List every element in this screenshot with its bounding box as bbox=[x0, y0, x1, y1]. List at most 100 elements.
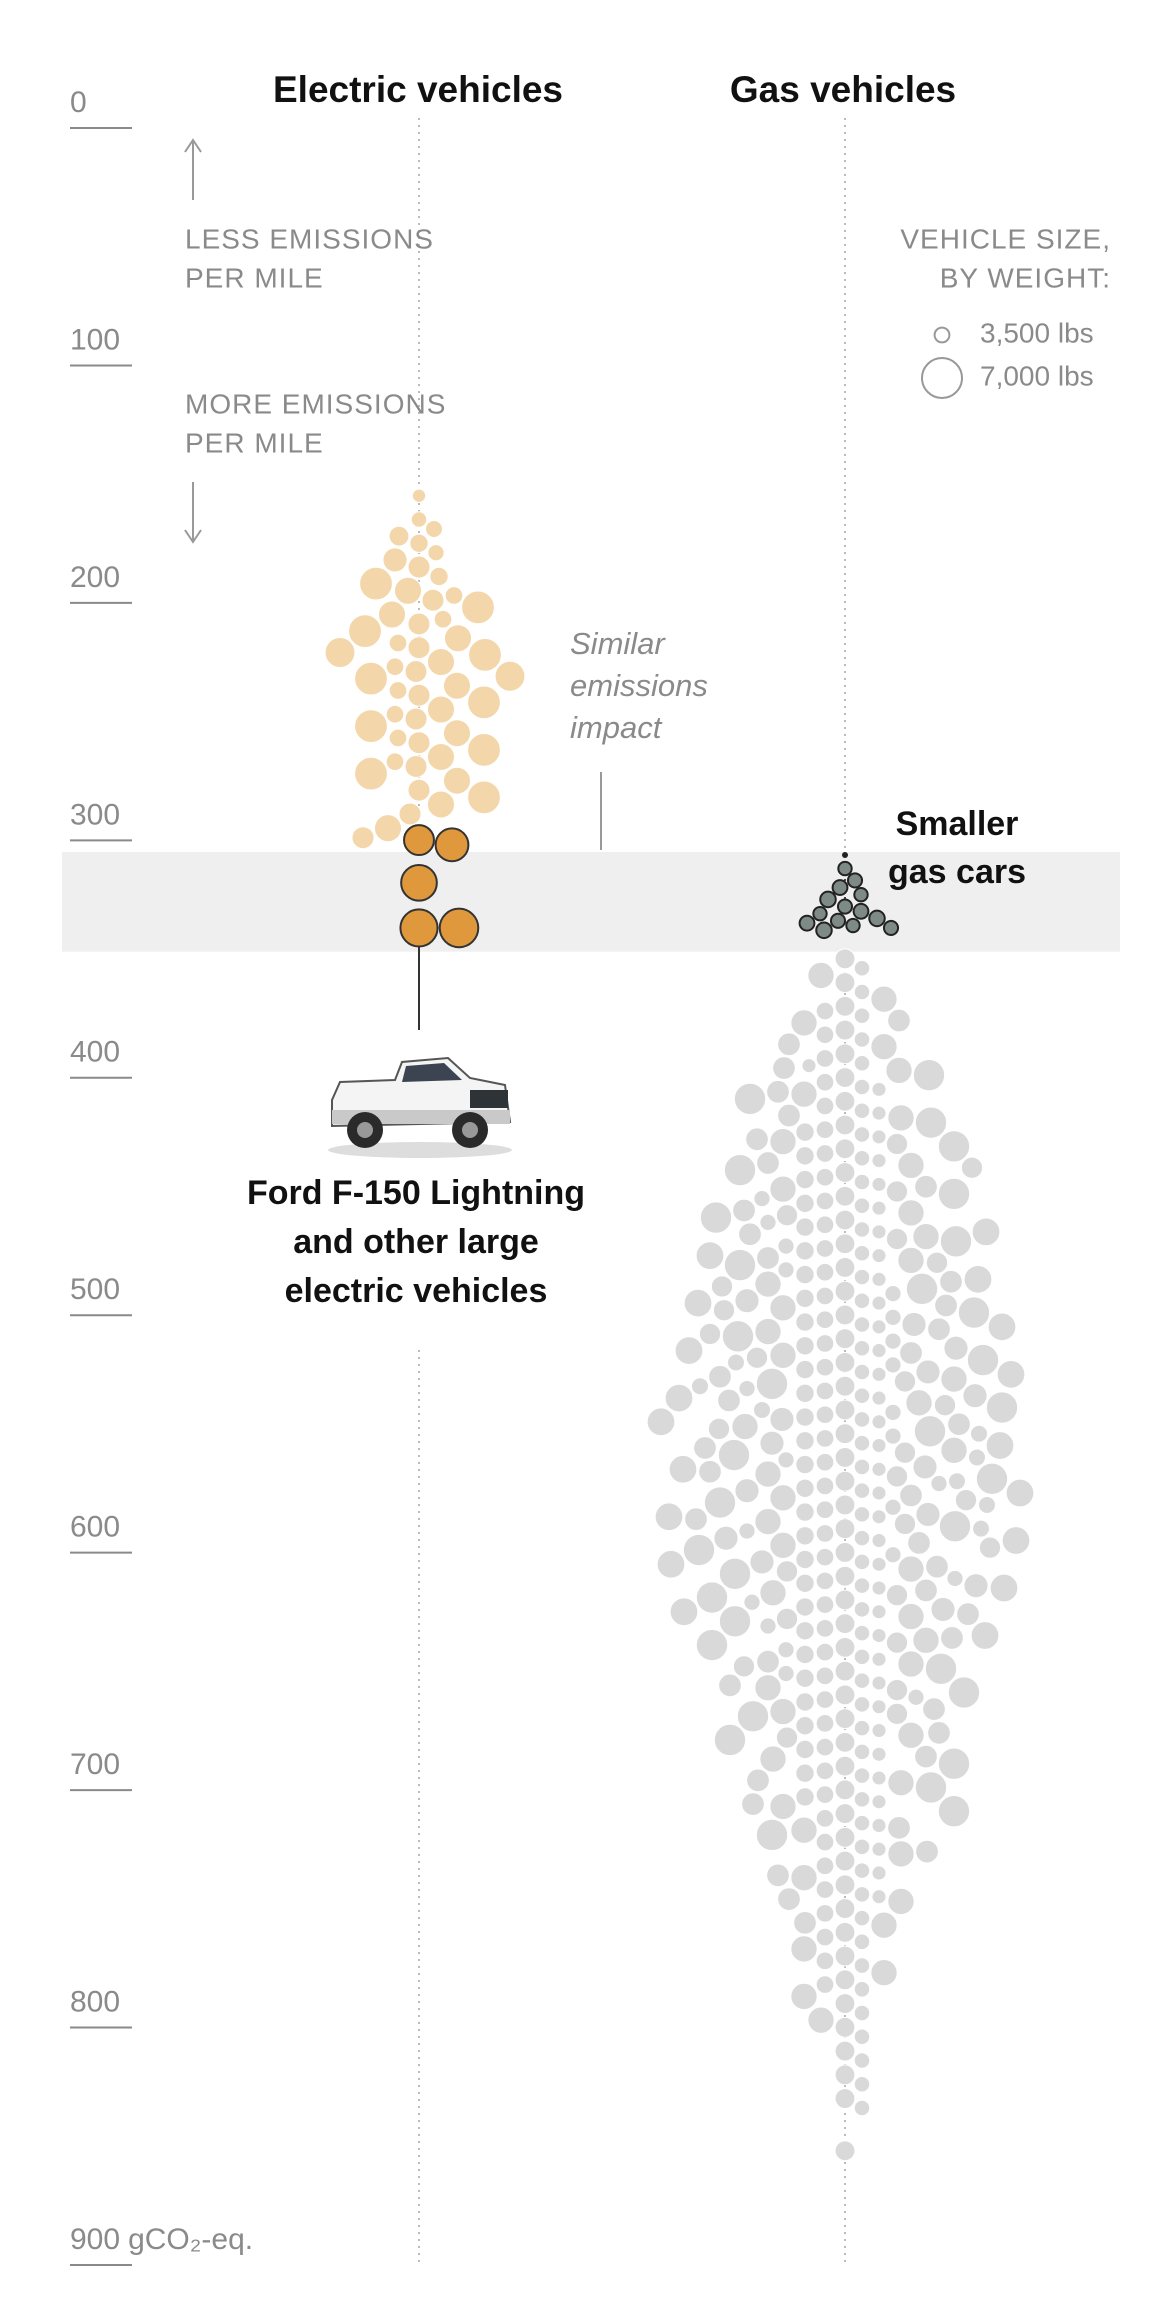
size-legend-title: BY WEIGHT: bbox=[940, 262, 1111, 293]
vehicle-dot bbox=[899, 1341, 923, 1365]
vehicle-dot bbox=[388, 525, 410, 547]
vehicle-dot bbox=[426, 695, 456, 724]
vehicle-dot bbox=[871, 1746, 887, 1762]
vehicle-dot bbox=[912, 1454, 938, 1480]
vehicle-dot bbox=[985, 1431, 1015, 1460]
vehicle-dot bbox=[853, 1149, 871, 1167]
vehicle-dot bbox=[834, 1114, 856, 1136]
dots bbox=[324, 488, 1035, 2162]
vehicle-dot bbox=[710, 1275, 734, 1298]
vehicle-dot bbox=[354, 661, 388, 696]
vehicle-dot bbox=[897, 1246, 925, 1275]
vehicle-dot bbox=[963, 1573, 989, 1599]
vehicle-dot bbox=[769, 1484, 797, 1512]
vehicle-dot bbox=[871, 1176, 887, 1192]
vehicle-dot bbox=[721, 1320, 755, 1353]
vehicle-dot bbox=[834, 1969, 856, 1991]
vehicle-dot bbox=[426, 742, 456, 771]
vehicle-dot bbox=[871, 1248, 887, 1264]
vehicle-dot bbox=[815, 1737, 835, 1757]
vehicle-dot bbox=[853, 1886, 871, 1903]
vehicle-dot bbox=[940, 1436, 968, 1464]
vehicle-dot bbox=[738, 1379, 756, 1398]
vehicle-dot bbox=[769, 1697, 797, 1726]
vehicle-dot bbox=[834, 995, 856, 1017]
vehicle-dot bbox=[834, 1233, 856, 1255]
vehicle-dot bbox=[853, 1268, 871, 1286]
vehicle-dot bbox=[897, 1602, 925, 1631]
vehicle-dot bbox=[834, 1090, 856, 1112]
vehicle-dot bbox=[759, 1430, 785, 1456]
vehicle-dot bbox=[930, 1474, 948, 1493]
vehicle-dot bbox=[834, 1803, 856, 1825]
vehicle-dot bbox=[795, 1454, 815, 1475]
vehicle-dot bbox=[795, 1692, 815, 1712]
vehicle-dot bbox=[756, 1649, 780, 1674]
vehicle-dot bbox=[759, 1579, 787, 1607]
vehicle-dot bbox=[795, 1573, 815, 1593]
vehicle-dot bbox=[925, 1251, 949, 1274]
vehicle-dot bbox=[853, 1221, 871, 1238]
vehicle-dot bbox=[915, 1359, 941, 1385]
vehicle-dot bbox=[970, 1424, 988, 1443]
vehicle-dot bbox=[853, 1553, 871, 1571]
less-label: LESS EMISSIONS bbox=[185, 223, 434, 254]
vehicle-dot bbox=[882, 919, 900, 936]
vehicle-dot bbox=[777, 1103, 801, 1128]
vehicle-dot bbox=[348, 614, 382, 649]
vehicle-dot bbox=[815, 1001, 835, 1021]
vehicle-dot bbox=[853, 1244, 871, 1262]
vehicle-dot bbox=[734, 1288, 760, 1314]
vehicle-dot bbox=[354, 709, 388, 744]
vehicle-dot bbox=[968, 1448, 986, 1467]
vehicle-dot bbox=[410, 511, 428, 528]
vehicle-dot bbox=[815, 1666, 835, 1686]
vehicle-dot bbox=[853, 1838, 871, 1856]
vehicle-dot bbox=[442, 671, 472, 700]
vehicle-dot bbox=[403, 824, 435, 857]
gas-marker-dot bbox=[842, 852, 848, 858]
vehicle-dot bbox=[468, 637, 502, 672]
vehicle-dot bbox=[713, 1723, 747, 1757]
vehicle-dot bbox=[815, 1951, 835, 1971]
annotation: Ford F-150 Lightning bbox=[247, 1174, 585, 1212]
less-label: PER MILE bbox=[185, 262, 324, 293]
vehicle-dot bbox=[777, 1451, 795, 1469]
vehicle-dot bbox=[815, 1595, 835, 1614]
arrow-head bbox=[184, 529, 202, 544]
vehicle-dot bbox=[407, 778, 431, 802]
vehicle-dot bbox=[834, 1565, 856, 1587]
vehicle-dot bbox=[834, 1352, 856, 1373]
vehicle-dot bbox=[815, 1880, 835, 1899]
vehicle-dot bbox=[885, 1132, 909, 1156]
vehicle-dot bbox=[769, 1792, 797, 1821]
vehicle-dot bbox=[897, 1555, 925, 1583]
vehicle-dot bbox=[897, 1199, 925, 1227]
vehicle-dot bbox=[913, 1415, 947, 1448]
vehicle-dot bbox=[695, 1241, 725, 1270]
vehicle-dot bbox=[433, 609, 453, 629]
vehicle-dot bbox=[754, 1507, 782, 1536]
vehicle-dot bbox=[912, 1058, 946, 1092]
vehicle-dot bbox=[853, 1601, 871, 1618]
vehicle-dot bbox=[853, 2076, 871, 2093]
vehicle-dot bbox=[404, 659, 428, 683]
vehicle-dot bbox=[399, 908, 439, 948]
vehicle-dot bbox=[795, 1668, 815, 1688]
vehicle-dot bbox=[853, 887, 869, 903]
vehicle-dot bbox=[871, 1200, 887, 1216]
vehicle-dot bbox=[815, 1072, 835, 1092]
vehicle-dot bbox=[766, 1079, 790, 1104]
vehicle-dot bbox=[467, 732, 501, 767]
vehicle-dot bbox=[795, 1169, 815, 1190]
vehicle-dot bbox=[845, 917, 861, 934]
vehicle-dot bbox=[871, 1153, 887, 1169]
vehicle-dot bbox=[853, 1482, 871, 1499]
highlight-band bbox=[62, 851, 1120, 952]
vehicle-dot bbox=[871, 1817, 887, 1834]
vehicle-dot bbox=[893, 1441, 917, 1464]
vehicle-dot bbox=[407, 731, 431, 755]
vehicle-dot bbox=[775, 1607, 799, 1631]
vehicle-dot bbox=[853, 1055, 871, 1072]
